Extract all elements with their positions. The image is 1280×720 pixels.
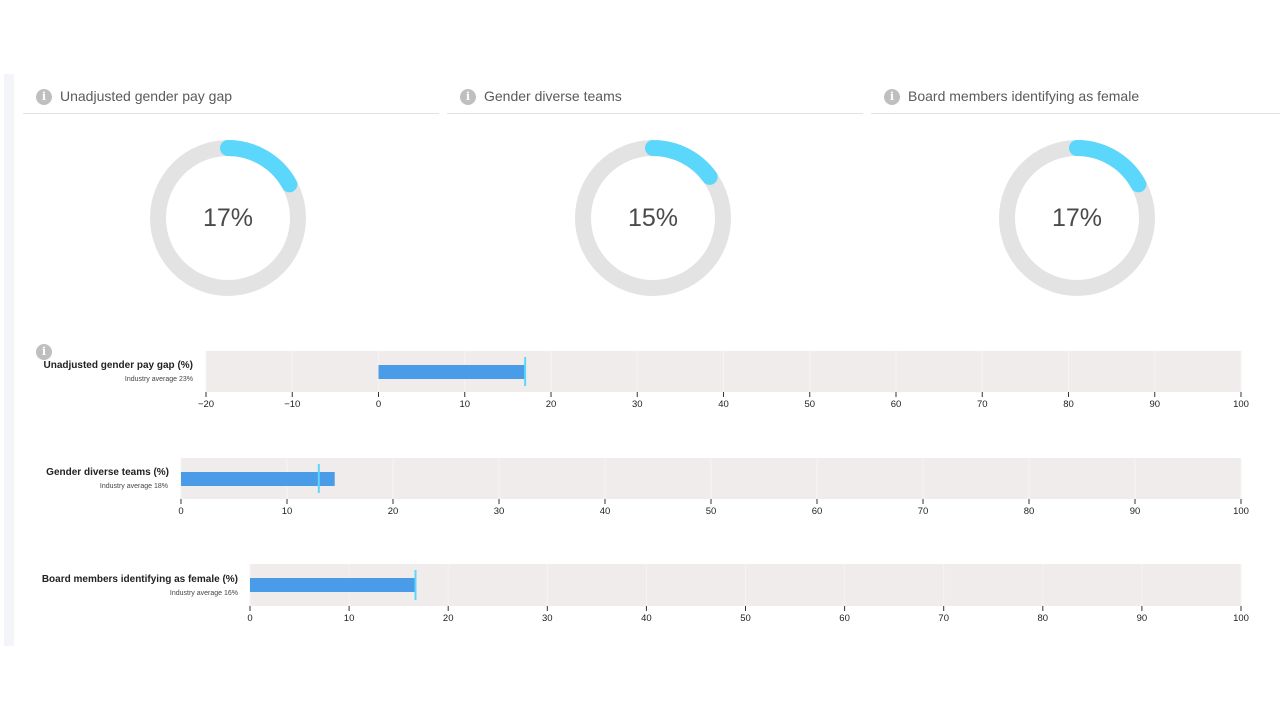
info-icon[interactable]: i xyxy=(36,344,52,360)
bullet-tick-label: 100 xyxy=(1233,399,1249,410)
bullet-tick-label: 20 xyxy=(388,506,399,517)
bullet-tick-label: 70 xyxy=(977,399,988,410)
bullet-tick-label: 0 xyxy=(376,399,381,410)
bullet-tick-label: 60 xyxy=(839,613,850,624)
donut-chart-diverse-teams: 15% xyxy=(573,138,733,298)
bullet-tick-label: 50 xyxy=(706,506,717,517)
bullet-tick-label: 90 xyxy=(1137,613,1148,624)
bullet-tick-label: 90 xyxy=(1149,399,1160,410)
info-icon[interactable]: i xyxy=(884,89,900,105)
bullet-tick-label: 100 xyxy=(1233,506,1249,517)
donut-value: 15% xyxy=(627,204,679,232)
bullet-tick-label: 100 xyxy=(1233,613,1249,624)
donut-progress xyxy=(999,140,1155,296)
bullet-bar xyxy=(250,578,416,592)
bullet-tick-label: 80 xyxy=(1038,613,1049,624)
left-rule xyxy=(4,74,14,646)
bullet-tick-label: 30 xyxy=(632,399,643,410)
bullet-tick-label: 80 xyxy=(1024,506,1035,517)
bullet-tick-label: 0 xyxy=(247,613,252,624)
donut-svg xyxy=(999,140,1155,296)
bullet-bar xyxy=(181,472,335,486)
bullet-sublabel-diverse-teams: Industry average 18% xyxy=(99,483,168,490)
bullet-sublabel-board-female: Industry average 16% xyxy=(169,590,238,597)
bullet-tick-label: 0 xyxy=(178,506,183,517)
donut-progress xyxy=(150,140,306,296)
bullet-tick-label: 50 xyxy=(804,399,815,410)
bullet-tick-label: 60 xyxy=(812,506,823,517)
bullet-tick-label: 80 xyxy=(1063,399,1074,410)
bullet-tick-label: 50 xyxy=(740,613,751,624)
donut-svg xyxy=(150,140,306,296)
info-icon[interactable]: i xyxy=(36,89,52,105)
donut-svg xyxy=(575,140,731,296)
donut-value: 17% xyxy=(202,204,254,232)
card-title: Board members identifying as female xyxy=(908,88,1140,104)
bullet-tick-label: 10 xyxy=(344,613,355,624)
bullet-tick-label: 60 xyxy=(891,399,902,410)
bullet-tick-label: 70 xyxy=(918,506,929,517)
bullet-tick-label: 40 xyxy=(718,399,729,410)
card-header-diverse-teams: i Gender diverse teams xyxy=(447,84,863,114)
bullet-tick-label: 90 xyxy=(1130,506,1141,517)
bullet-tick-label: −20 xyxy=(198,399,214,410)
bullet-sublabel-pay-gap: Industry average 23% xyxy=(124,376,193,383)
card-title: Unadjusted gender pay gap xyxy=(60,88,233,104)
bullet-tick-label: 40 xyxy=(641,613,652,624)
donut-progress xyxy=(575,140,731,296)
card-header-pay-gap: i Unadjusted gender pay gap xyxy=(23,84,439,114)
card-header-board-female: i Board members identifying as female xyxy=(871,84,1280,114)
bullet-tick-label: −10 xyxy=(284,399,300,410)
bullet-bar xyxy=(378,365,526,379)
bullet-label-pay-gap: Unadjusted gender pay gap (%) xyxy=(43,360,193,371)
bullet-tick-label: 10 xyxy=(282,506,293,517)
donut-value: 17% xyxy=(1051,204,1103,232)
bullet-tick-label: 40 xyxy=(600,506,611,517)
bullet-tick-label: 30 xyxy=(494,506,505,517)
bullet-label-board-female: Board members identifying as female (%) xyxy=(41,574,238,585)
bullet-tick-label: 70 xyxy=(938,613,949,624)
bullet-tick-label: 20 xyxy=(443,613,454,624)
bullet-tick-label: 30 xyxy=(542,613,553,624)
donut-chart-board-female: 17% xyxy=(997,138,1157,298)
bullet-tick-label: 20 xyxy=(546,399,557,410)
bullet-label-diverse-teams: Gender diverse teams (%) xyxy=(46,467,169,478)
card-title: Gender diverse teams xyxy=(484,88,622,104)
bullet-tick-label: 10 xyxy=(459,399,470,410)
donut-chart-pay-gap: 17% xyxy=(148,138,308,298)
info-icon[interactable]: i xyxy=(460,89,476,105)
